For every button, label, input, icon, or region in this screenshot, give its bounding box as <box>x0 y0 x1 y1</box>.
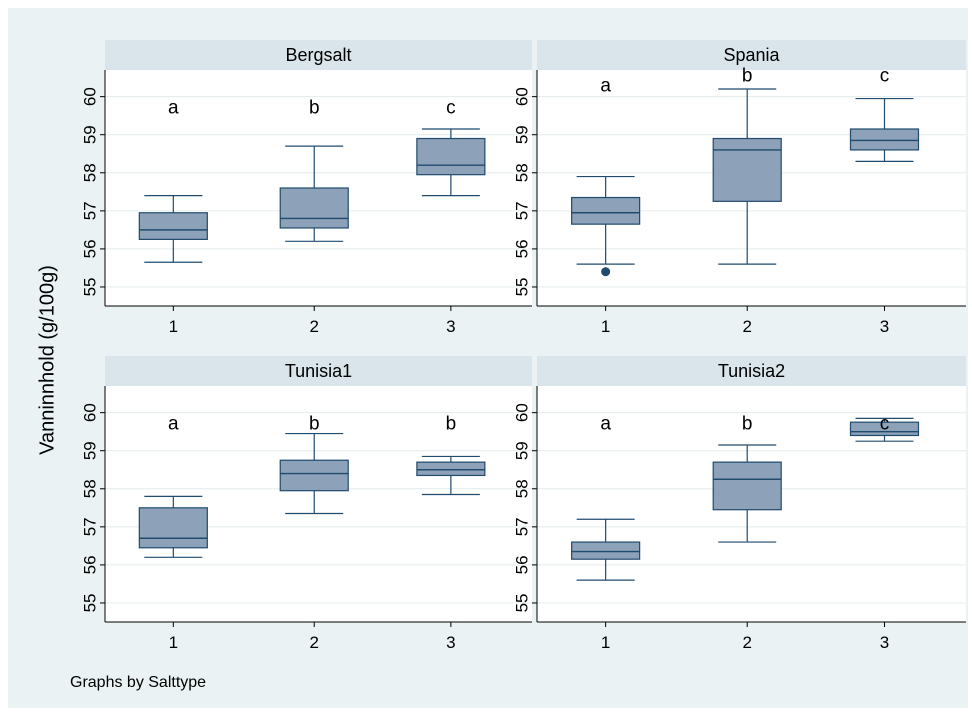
box-3: c <box>849 66 920 162</box>
iqr-box <box>138 507 208 549</box>
panel-title: Bergsalt <box>285 45 351 65</box>
y-tick-label: 56 <box>512 555 531 574</box>
panel-title: Tunisia1 <box>285 361 352 381</box>
significance-letter: a <box>168 98 179 119</box>
y-tick-label: 60 <box>512 403 531 422</box>
y-tick-label: 55 <box>512 278 531 297</box>
graphs-by-note: Graphs by Salttype <box>70 674 207 691</box>
panel-strip <box>105 356 532 386</box>
y-tick-label: 59 <box>512 125 531 144</box>
box-2: b <box>712 66 782 265</box>
significance-letter: a <box>600 76 611 97</box>
box-2: b <box>279 98 349 242</box>
y-tick-label: 59 <box>80 441 99 460</box>
x-tick-label: 3 <box>880 633 889 652</box>
significance-letter: a <box>600 414 611 435</box>
box-1: a <box>138 98 208 263</box>
y-tick-label: 56 <box>80 555 99 574</box>
y-tick-label: 55 <box>512 594 531 613</box>
significance-letter: b <box>446 414 457 435</box>
y-tick-label: 60 <box>512 87 531 106</box>
iqr-box <box>279 459 349 492</box>
box-3: c <box>849 414 920 442</box>
box-1: a <box>138 414 208 558</box>
x-tick-label: 1 <box>601 317 610 336</box>
plot-area <box>105 386 532 622</box>
iqr-box <box>712 461 782 511</box>
significance-letter: c <box>880 414 890 435</box>
y-tick-label: 59 <box>80 125 99 144</box>
y-tick-label: 56 <box>512 239 531 258</box>
y-tick-label: 57 <box>80 517 99 536</box>
y-tick-label: 56 <box>80 239 99 258</box>
iqr-box <box>849 128 920 151</box>
panel-tunisia1: Tunisia1 55 56 57 58 59 60 a 1 b 2 b 3 <box>80 356 532 652</box>
iqr-box <box>279 187 349 229</box>
iqr-box <box>571 541 641 560</box>
x-tick-label: 2 <box>742 633 751 652</box>
iqr-box <box>416 137 486 176</box>
outlier-point <box>601 267 611 277</box>
chart-canvas: Bergsalt 55 56 57 58 59 60 a 1 b 2 c 3 Spania 55 56 57 58… <box>8 8 968 708</box>
significance-letter: b <box>742 66 753 87</box>
significance-letter: b <box>309 414 320 435</box>
panel-bergsalt: Bergsalt 55 56 57 58 59 60 a 1 b 2 c 3 <box>80 40 532 336</box>
y-tick-label: 59 <box>512 441 531 460</box>
panel-strip <box>105 40 532 70</box>
panel-title: Spania <box>723 45 780 65</box>
iqr-box <box>138 212 208 240</box>
y-tick-label: 60 <box>80 87 99 106</box>
significance-letter: b <box>742 414 753 435</box>
y-tick-label: 58 <box>80 163 99 182</box>
box-3: c <box>416 98 486 197</box>
significance-letter: b <box>309 98 320 119</box>
y-tick-label: 58 <box>512 163 531 182</box>
x-tick-label: 2 <box>309 317 318 336</box>
x-tick-label: 3 <box>880 317 889 336</box>
box-3: b <box>416 414 486 496</box>
box-2: b <box>712 414 782 543</box>
y-tick-label: 55 <box>80 278 99 297</box>
panel-spania: Spania 55 56 57 58 59 60 a 1 b 2 c 3 <box>512 40 966 336</box>
box-1: a <box>571 414 641 581</box>
significance-letter: c <box>446 98 456 119</box>
x-tick-label: 1 <box>601 633 610 652</box>
y-tick-label: 58 <box>80 479 99 498</box>
panel-strip <box>537 356 966 386</box>
box-2: b <box>279 414 349 515</box>
y-tick-label: 55 <box>80 594 99 613</box>
iqr-box <box>712 137 782 202</box>
significance-letter: c <box>880 66 890 87</box>
y-axis-title: Vanninnhold (g/100g) <box>36 265 59 455</box>
x-tick-label: 3 <box>446 633 455 652</box>
y-tick-label: 60 <box>80 403 99 422</box>
iqr-box <box>416 461 486 477</box>
y-tick-label: 57 <box>512 201 531 220</box>
x-tick-label: 2 <box>309 633 318 652</box>
panel-strip <box>537 40 966 70</box>
iqr-box <box>571 196 641 225</box>
x-tick-label: 3 <box>446 317 455 336</box>
x-tick-label: 2 <box>742 317 751 336</box>
x-tick-label: 1 <box>169 633 178 652</box>
panel-tunisia2: Tunisia2 55 56 57 58 59 60 a 1 b 2 c 3 <box>512 356 966 652</box>
panel-title: Tunisia2 <box>718 361 785 381</box>
x-tick-label: 1 <box>169 317 178 336</box>
y-tick-label: 57 <box>512 517 531 536</box>
box-1: a <box>571 76 641 277</box>
significance-letter: a <box>168 414 179 435</box>
y-tick-label: 58 <box>512 479 531 498</box>
box-plot-grid: Bergsalt 55 56 57 58 59 60 a 1 b 2 c 3 Spania 55 56 57 58… <box>80 40 966 652</box>
y-tick-label: 57 <box>80 201 99 220</box>
